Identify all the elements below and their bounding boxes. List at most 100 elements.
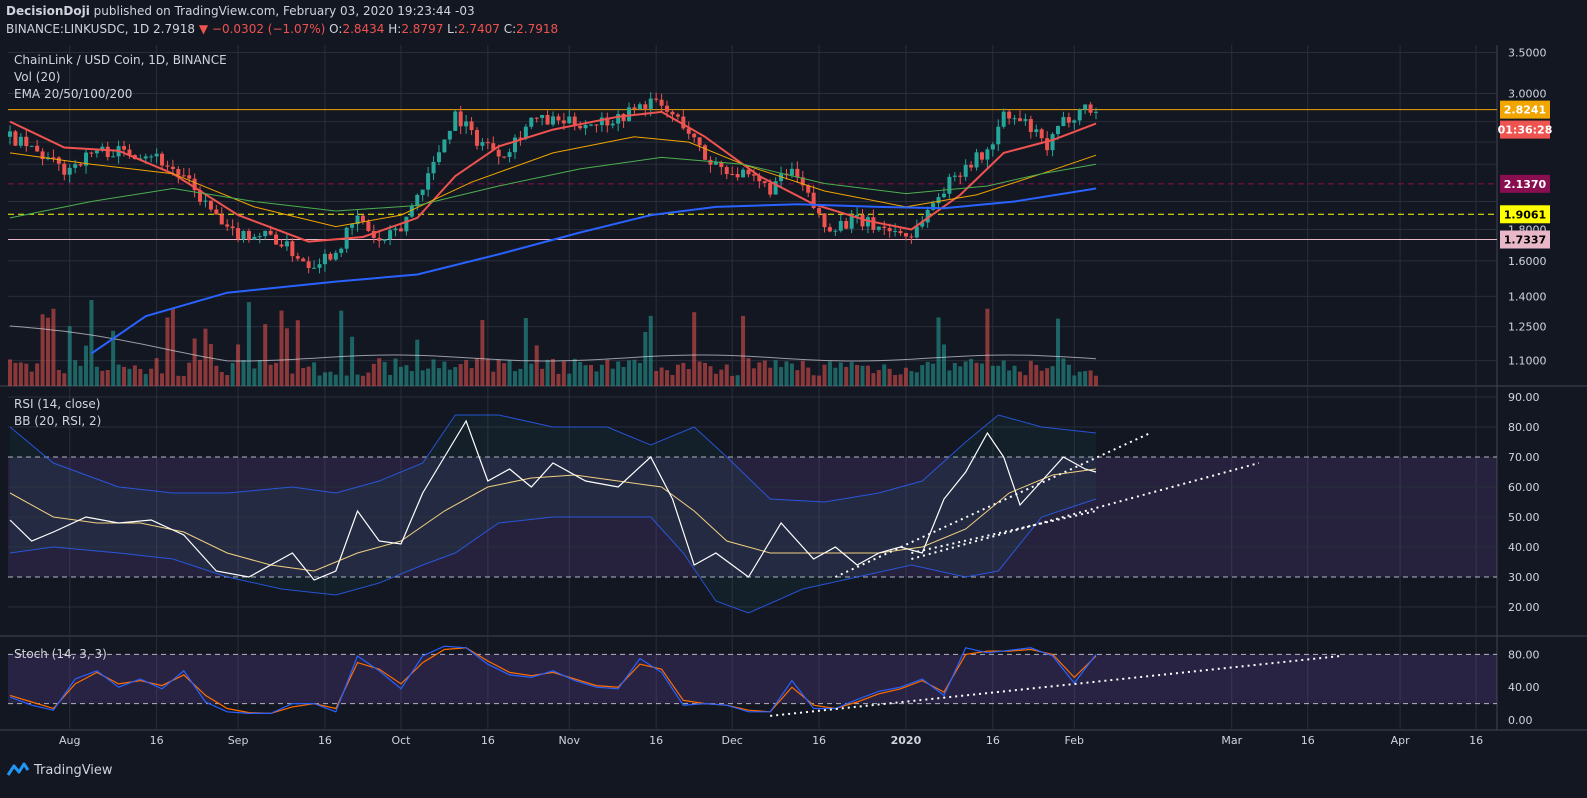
candle-body [453,111,458,131]
candle-body [675,114,680,117]
candle-body [556,116,561,121]
low-value: 2.7407 [457,22,500,36]
volume-bar [1001,360,1006,386]
candle-body [1034,129,1039,133]
ema-label: EMA 20/50/100/200 [14,87,133,101]
price-marker-label: 1.9061 [1504,208,1546,221]
volume-bar [789,363,794,386]
candle-body [502,156,507,158]
x-axis-label: 2020 [891,734,922,747]
candle-body [100,146,105,151]
candle-body [751,174,756,176]
candle-body [333,252,338,260]
candle-body [1012,118,1017,120]
volume-bar [350,336,355,386]
volume-bar [1083,371,1088,386]
price-tick-label: 1.4000 [1508,290,1547,303]
price-marker-bg [1500,174,1550,193]
candle-body [458,111,463,127]
candle-body [1017,118,1022,121]
volume-bar [903,367,908,386]
candle-body [648,98,653,109]
candle-body [1061,117,1066,127]
candle-body [18,136,23,146]
candle-body [746,169,751,175]
candle-body [447,130,452,140]
candle-body [89,152,94,154]
volume-bar [697,361,702,386]
volume-bar [24,363,29,386]
candle-body [230,226,235,229]
candle-body [366,221,371,231]
candle-body [545,114,550,125]
volume-bar [523,318,528,386]
candle-body [339,248,344,253]
volume-bar [29,371,34,386]
tradingview-logo[interactable]: TradingView [6,762,113,778]
volume-bar [1028,360,1033,386]
volume-bar [985,308,990,386]
publisher-name: DecisionDoji [6,4,90,18]
volume-bar [1088,370,1093,386]
price-marker-label: 01:36:28 [1498,124,1553,137]
volume-bar [393,358,398,386]
volume-bar [1066,364,1071,386]
candle-body [507,152,512,157]
candle-body [844,221,849,229]
volume-bar [111,330,116,386]
volume-bar [138,368,143,386]
candle-body [306,261,311,268]
volume-bar [160,373,165,386]
candle-body [388,230,393,240]
rsi-tick-label: 60.00 [1508,481,1540,494]
x-axis-label: Mar [1221,734,1242,747]
volume-bar [616,361,621,386]
candle-body [741,169,746,178]
volume-bar [670,375,675,386]
volume-bar [567,373,572,386]
candle-body [811,192,816,209]
candle-body [51,157,56,159]
candle-body [979,152,984,160]
rsi-trendline [911,462,1260,560]
volume-bar [382,362,387,386]
volume-bar [578,362,583,386]
candle-body [1007,111,1012,119]
candle-body [301,258,306,262]
stoch-k-line [9,645,1097,714]
volume-bar [931,363,936,386]
rsi-bb-upper [9,414,1097,503]
volume-bar [474,358,479,386]
volume-bar [268,364,273,386]
volume-bar [1039,370,1044,386]
candle-body [246,230,251,240]
candle-body [208,200,213,210]
brand-text: TradingView [34,762,113,778]
candle-body [540,114,545,118]
candle-body [1039,129,1044,139]
candle-body [512,137,517,153]
volume-bar [1045,368,1050,386]
volume-bar [404,365,409,386]
x-axis-label: Nov [559,734,581,747]
volume-bar [621,366,626,386]
volume-bar [768,367,773,386]
volume-bar [757,362,762,386]
candle-body [1077,109,1082,121]
rsi-ma-line [9,468,1097,572]
volume-bar [795,370,800,386]
candle-body [312,267,317,269]
volume-bar [838,362,843,386]
volume-bar [306,366,311,386]
candle-body [561,120,566,124]
candle-body [274,234,279,245]
candle-body [1045,138,1050,151]
volume-bar [496,359,501,386]
volume-bar [35,363,40,386]
candle-body [985,149,990,160]
volume-bar [18,362,23,386]
x-axis-label: Apr [1391,734,1411,747]
volume-bar [708,366,713,386]
x-axis-label: 16 [1301,734,1315,747]
